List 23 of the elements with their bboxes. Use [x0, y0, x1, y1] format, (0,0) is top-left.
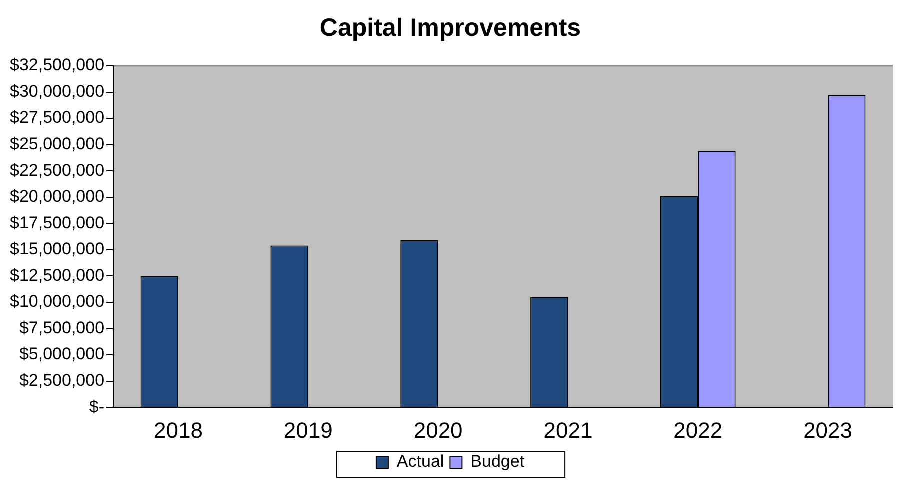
y-tick-label: $2,500,000	[19, 371, 105, 390]
x-tick-label: 2018	[154, 418, 203, 443]
x-tick-label: 2023	[804, 418, 853, 443]
y-tick-label: $15,000,000	[10, 240, 105, 259]
y-tick-label: $5,000,000	[19, 344, 105, 364]
y-tick-label: $20,000,000	[10, 187, 105, 206]
y-tick-label: $-	[89, 397, 105, 416]
y-tick-label: $12,500,000	[10, 266, 105, 285]
chart-title: Capital Improvements	[320, 14, 582, 42]
x-tick-label: 2021	[544, 418, 593, 443]
x-tick-label: 2020	[414, 418, 463, 443]
y-tick-label: $17,500,000	[10, 213, 105, 232]
y-tick-label: $27,500,000	[10, 108, 105, 128]
legend-label: Budget	[470, 452, 525, 472]
y-tick-label: $10,000,000	[10, 292, 105, 312]
x-tick-label: 2019	[284, 418, 333, 443]
y-tick-label: $25,000,000	[10, 134, 105, 154]
y-tick-label: $32,500,000	[10, 56, 105, 75]
y-tick-label: $7,500,000	[19, 318, 105, 338]
x-tick-label: 2022	[674, 418, 723, 443]
y-tick-label: $22,500,000	[10, 160, 105, 180]
y-tick-label: $30,000,000	[10, 82, 105, 101]
legend-label: Actual	[396, 452, 444, 472]
